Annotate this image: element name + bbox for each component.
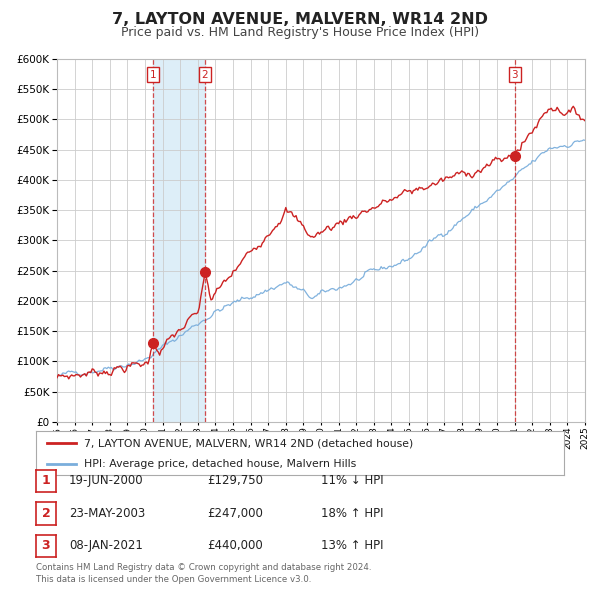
Text: 23-MAY-2003: 23-MAY-2003 — [69, 507, 145, 520]
Text: 1: 1 — [41, 474, 50, 487]
Text: £129,750: £129,750 — [207, 474, 263, 487]
Text: 3: 3 — [512, 70, 518, 80]
Text: £440,000: £440,000 — [207, 539, 263, 552]
Text: 19-JUN-2000: 19-JUN-2000 — [69, 474, 143, 487]
Text: 2: 2 — [202, 70, 208, 80]
Text: £247,000: £247,000 — [207, 507, 263, 520]
Text: 13% ↑ HPI: 13% ↑ HPI — [321, 539, 383, 552]
Text: 2: 2 — [41, 507, 50, 520]
Text: Price paid vs. HM Land Registry's House Price Index (HPI): Price paid vs. HM Land Registry's House … — [121, 26, 479, 39]
Bar — [153, 59, 205, 422]
Text: 7, LAYTON AVENUE, MALVERN, WR14 2ND: 7, LAYTON AVENUE, MALVERN, WR14 2ND — [112, 12, 488, 27]
Text: Contains HM Land Registry data © Crown copyright and database right 2024.
This d: Contains HM Land Registry data © Crown c… — [36, 563, 371, 584]
Text: HPI: Average price, detached house, Malvern Hills: HPI: Average price, detached house, Malv… — [83, 459, 356, 469]
Text: 7, LAYTON AVENUE, MALVERN, WR14 2ND (detached house): 7, LAYTON AVENUE, MALVERN, WR14 2ND (det… — [83, 438, 413, 448]
Text: 08-JAN-2021: 08-JAN-2021 — [69, 539, 143, 552]
Text: 3: 3 — [41, 539, 50, 552]
Text: 1: 1 — [150, 70, 157, 80]
Text: 18% ↑ HPI: 18% ↑ HPI — [321, 507, 383, 520]
Text: 11% ↓ HPI: 11% ↓ HPI — [321, 474, 383, 487]
